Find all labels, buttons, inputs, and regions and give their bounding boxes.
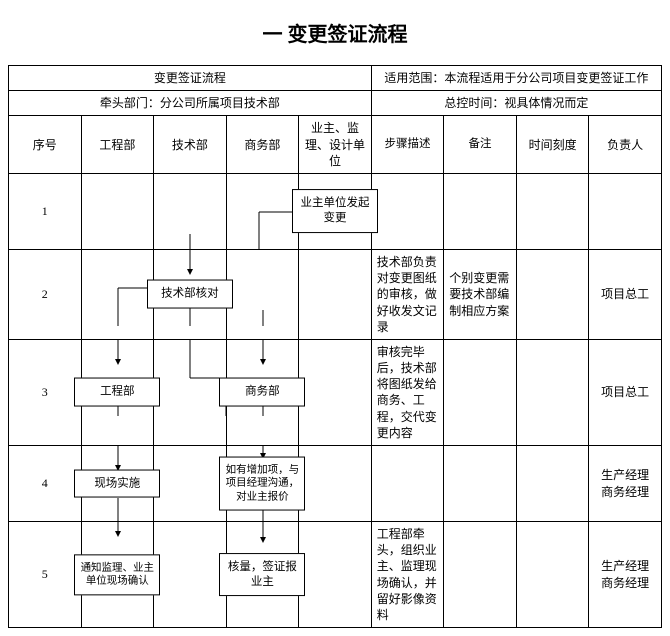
seq-cell: 3 xyxy=(9,339,82,445)
desc-cell: 审核完毕后，技术部将图纸发给商务、工程，交代变更内容 xyxy=(371,339,444,445)
time-cell xyxy=(516,446,589,522)
table-row: 4 现场实施 如有增加项，与项目经理沟通，对业主报价 生产经理 商务经理 xyxy=(9,446,662,522)
col-eng: 工程部 xyxy=(81,116,154,174)
flow-cell-biz: 核量，签证报业主 xyxy=(226,522,299,628)
note-cell xyxy=(444,522,517,628)
col-seq: 序号 xyxy=(9,116,82,174)
flow-box: 核量，签证报业主 xyxy=(219,553,305,597)
resp-cell: 生产经理 商务经理 xyxy=(589,446,662,522)
header-control-time: 总控时间：视具体情况而定 xyxy=(371,91,661,116)
col-tec: 技术部 xyxy=(154,116,227,174)
desc-cell: 技术部负责对变更图纸的审核，做好收发文记录 xyxy=(371,249,444,339)
resp-cell xyxy=(589,173,662,249)
time-cell xyxy=(516,173,589,249)
col-desc: 步骤描述 xyxy=(371,116,444,174)
seq-cell: 1 xyxy=(9,173,82,249)
desc-cell: 工程部牵头，组织业主、监理现场确认，并留好影像资料 xyxy=(371,522,444,628)
flow-box: 业主单位发起变更 xyxy=(292,190,378,234)
flow-cell-eng xyxy=(81,249,154,339)
resp-cell: 生产经理 商务经理 xyxy=(589,522,662,628)
header-row-1: 变更签证流程 适用范围：本流程适用于分公司项目变更签证工作 xyxy=(9,66,662,91)
note-cell xyxy=(444,173,517,249)
col-time: 时间刻度 xyxy=(516,116,589,174)
flow-cell-own xyxy=(299,339,372,445)
note-cell xyxy=(444,446,517,522)
flow-cell-biz xyxy=(226,173,299,249)
flow-cell-tec: 技术部核对 xyxy=(154,249,227,339)
flow-cell-biz xyxy=(226,249,299,339)
flow-cell-own: 业主单位发起变更 xyxy=(299,173,372,249)
page-title: 一 变更签证流程 xyxy=(8,18,662,47)
flow-cell-eng: 现场实施 xyxy=(81,446,154,522)
flow-box: 工程部 xyxy=(74,378,160,407)
flow-cell-tec xyxy=(154,522,227,628)
resp-cell: 项目总工 xyxy=(589,339,662,445)
desc-cell xyxy=(371,173,444,249)
col-biz: 商务部 xyxy=(226,116,299,174)
desc-cell xyxy=(371,446,444,522)
flow-box: 通知监理、业主单位现场确认 xyxy=(74,554,160,595)
flow-cell-biz: 商务部 xyxy=(226,339,299,445)
time-cell xyxy=(516,249,589,339)
col-own: 业主、监理、设计单位 xyxy=(299,116,372,174)
flow-cell-own xyxy=(299,249,372,339)
note-cell xyxy=(444,339,517,445)
flow-cell-eng xyxy=(81,173,154,249)
header-lead-dept: 牵头部门：分公司所属项目技术部 xyxy=(9,91,372,116)
flow-cell-tec xyxy=(154,173,227,249)
table-row: 5 通知监理、业主单位现场确认 核量，签证报业主 工程部牵头，组织业主、监理现场… xyxy=(9,522,662,628)
flow-cell-tec xyxy=(154,446,227,522)
flow-box: 商务部 xyxy=(219,378,305,407)
time-cell xyxy=(516,339,589,445)
seq-cell: 4 xyxy=(9,446,82,522)
time-cell xyxy=(516,522,589,628)
col-note: 备注 xyxy=(444,116,517,174)
header-row-2: 牵头部门：分公司所属项目技术部 总控时间：视具体情况而定 xyxy=(9,91,662,116)
flow-cell-own xyxy=(299,522,372,628)
flow-cell-eng: 通知监理、业主单位现场确认 xyxy=(81,522,154,628)
seq-cell: 5 xyxy=(9,522,82,628)
header-left-title: 变更签证流程 xyxy=(9,66,372,91)
flow-box: 现场实施 xyxy=(74,469,160,498)
column-header-row: 序号 工程部 技术部 商务部 业主、监理、设计单位 步骤描述 备注 时间刻度 负… xyxy=(9,116,662,174)
note-cell: 个别变更需要技术部编制相应方案 xyxy=(444,249,517,339)
flow-cell-eng: 工程部 xyxy=(81,339,154,445)
flow-box: 技术部核对 xyxy=(147,280,233,309)
flow-cell-own xyxy=(299,446,372,522)
table-row: 2 技术部核对 技术部负责对变更图纸的审核，做好收发文记录 个别变更需要技术部编… xyxy=(9,249,662,339)
flow-box: 如有增加项，与项目经理沟通，对业主报价 xyxy=(219,456,305,511)
table-row: 1 业主单位发起变更 xyxy=(9,173,662,249)
header-scope: 适用范围：本流程适用于分公司项目变更签证工作 xyxy=(371,66,661,91)
flow-cell-tec xyxy=(154,339,227,445)
col-resp: 负责人 xyxy=(589,116,662,174)
flow-cell-biz: 如有增加项，与项目经理沟通，对业主报价 xyxy=(226,446,299,522)
table-row: 3 工程部 商务部 审核完毕后，技术部将图纸发给商务 xyxy=(9,339,662,445)
resp-cell: 项目总工 xyxy=(589,249,662,339)
seq-cell: 2 xyxy=(9,249,82,339)
